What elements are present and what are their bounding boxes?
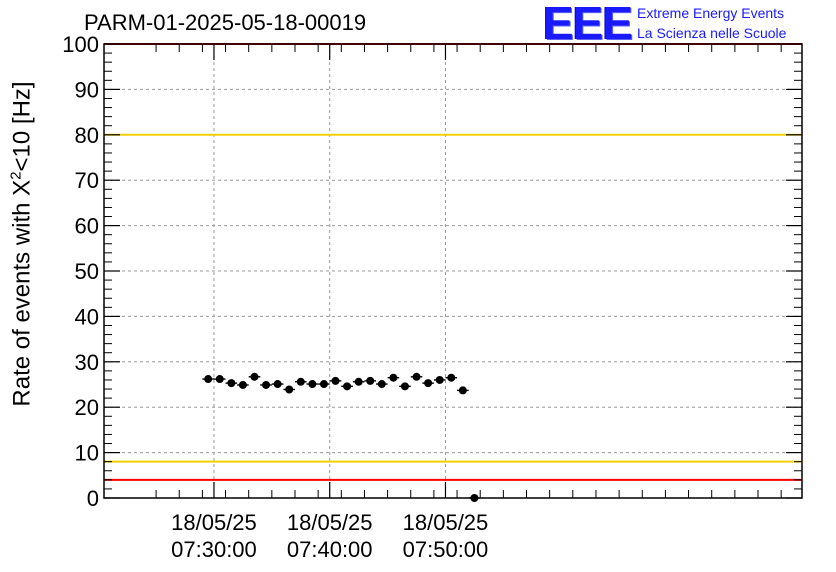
- y-tick-label: 90: [75, 77, 99, 102]
- data-point: [285, 385, 294, 394]
- data-point: [273, 380, 282, 389]
- logo-line-1: Extreme Energy Events: [637, 5, 785, 21]
- logo-line-2: La Scienza nelle Scuole: [637, 25, 787, 41]
- data-point: [238, 380, 247, 389]
- y-tick-label: 60: [75, 214, 99, 239]
- data-point: [400, 382, 409, 391]
- data-point: [447, 373, 456, 382]
- y-axis-label-main: Rate of events with X: [8, 179, 36, 407]
- y-axis-label-tail: <10 [Hz]: [8, 81, 36, 172]
- data-point: [377, 380, 386, 389]
- axis-ticks: [104, 43, 802, 499]
- data-point: [435, 375, 444, 384]
- y-tick-label: 0: [87, 486, 99, 511]
- reference-lines: [104, 43, 802, 481]
- y-axis-label-sup: 2: [7, 171, 25, 180]
- eee-logo: EEE: [543, 0, 633, 49]
- data-point: [389, 373, 398, 382]
- grid-lines: [104, 44, 802, 498]
- data-point: [308, 380, 317, 389]
- y-tick-label: 70: [75, 168, 99, 193]
- data-point: [366, 376, 375, 385]
- data-point: [296, 377, 305, 386]
- y-tick-label: 40: [75, 304, 99, 329]
- data-point: [343, 382, 352, 391]
- y-tick-label: 30: [75, 350, 99, 375]
- x-tick-date: 18/05/25: [287, 510, 373, 535]
- y-tick-label: 50: [75, 259, 99, 284]
- data-point: [215, 375, 224, 384]
- data-point: [354, 377, 363, 386]
- data-point: [458, 386, 467, 395]
- data-point: [319, 380, 328, 389]
- x-tick-date: 18/05/25: [403, 510, 489, 535]
- x-tick-date: 18/05/25: [171, 510, 257, 535]
- chart-title: PARM-01-2025-05-18-00019: [84, 10, 367, 35]
- y-tick-label: 100: [62, 32, 99, 57]
- x-tick-time: 07:50:00: [403, 537, 489, 562]
- data-point: [204, 375, 213, 384]
- data-point: [250, 372, 259, 381]
- data-point: [412, 372, 421, 381]
- data-point: [331, 376, 340, 385]
- data-point: [227, 379, 236, 388]
- data-points: [202, 372, 481, 502]
- y-tick-label: 10: [75, 441, 99, 466]
- x-tick-time: 07:30:00: [171, 537, 257, 562]
- tick-labels: 010203040506070809010018/05/2507:30:0018…: [62, 32, 488, 562]
- y-tick-label: 20: [75, 395, 99, 420]
- data-point: [424, 379, 433, 388]
- y-tick-label: 80: [75, 123, 99, 148]
- data-point: [262, 380, 271, 389]
- x-tick-time: 07:40:00: [287, 537, 373, 562]
